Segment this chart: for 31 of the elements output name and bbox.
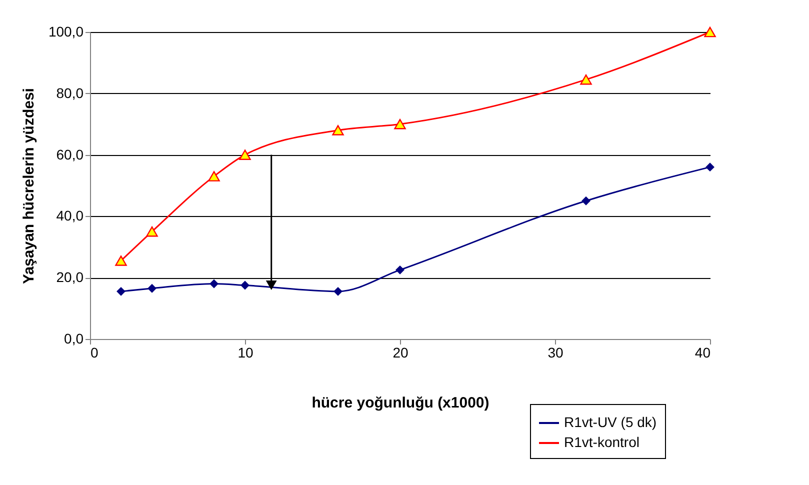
point: [115, 256, 127, 266]
y-tick-label: 60,0: [56, 146, 84, 162]
point: [146, 226, 158, 237]
point: [148, 284, 156, 293]
point: [210, 279, 218, 288]
point: [582, 196, 590, 206]
point: [334, 286, 342, 296]
y-axis-title: Yaşayan hücrelerin yüzdesi: [20, 88, 38, 284]
x-tick-label: 40: [694, 344, 711, 360]
x-axis-title: hücre yoğunluğu (x1000): [312, 394, 490, 412]
point: [394, 118, 406, 130]
legend-label: R1vt-kontrol: [564, 434, 640, 450]
point: [704, 26, 716, 38]
x-tick-label: 10: [238, 344, 254, 360]
point: [208, 171, 220, 182]
legend-label: R1vt-UV (5 dk): [564, 414, 657, 430]
y-tick-label: 40,0: [56, 208, 84, 224]
point: [240, 280, 250, 290]
x-tick-label: 30: [548, 344, 564, 360]
y-tick-label: 100,0: [48, 24, 84, 40]
x-tick-label: 20: [392, 344, 408, 360]
y-tick-label: 20,0: [56, 269, 84, 286]
point: [706, 162, 714, 172]
point: [332, 125, 344, 136]
point: [580, 74, 592, 85]
point: [396, 265, 404, 274]
y-tick-label: 80,0: [56, 84, 84, 101]
point: [116, 286, 126, 296]
point: [239, 150, 251, 160]
x-tick-label: 0: [90, 344, 98, 360]
y-tick-label: 0,0: [64, 330, 84, 346]
